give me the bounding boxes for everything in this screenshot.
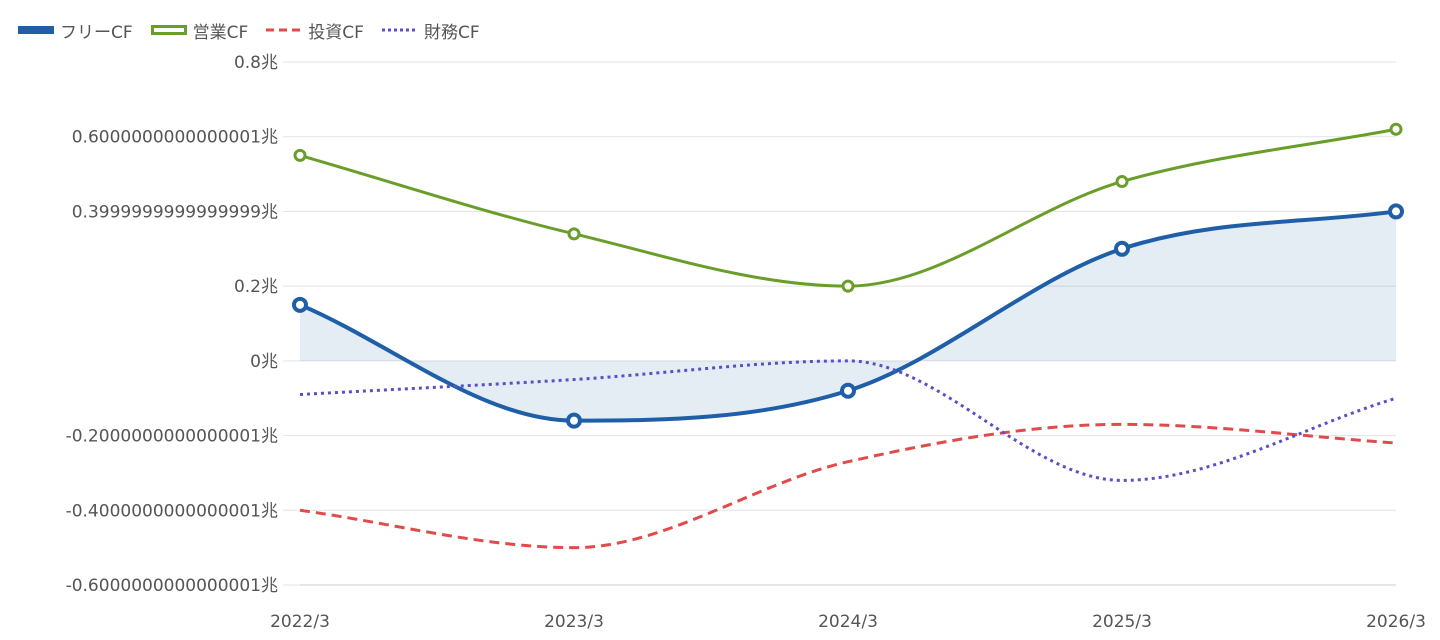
legend-label-operating-cf: 営業CF [192, 22, 249, 43]
y-tick-label: 0.3999999999999999兆 [72, 202, 278, 222]
legend-label-investing-cf: 投資CF [308, 22, 364, 43]
y-tick-label: -0.4000000000000001兆 [66, 501, 278, 521]
series-point-0-2 [840, 382, 856, 399]
x-tick-label: 2025/3 [1092, 612, 1152, 632]
y-axis-ticks: 0.8兆 0.6000000000000001兆 0.399999999999999… [66, 53, 278, 596]
series-line-2 [299, 422, 1397, 550]
legend-label-free-cf: フリーCF [60, 22, 133, 43]
x-tick-label: 2022/3 [270, 612, 330, 632]
legend-label-financing-cf: 財務CF [423, 22, 480, 43]
legend-swatch-free-cf [18, 26, 54, 34]
series-point-0-1 [566, 412, 582, 429]
legend-item-financing-cf[interactable]: 財務CF [381, 18, 480, 43]
series-point-1-4 [1389, 122, 1403, 136]
series-area-0 [300, 211, 1396, 421]
y-tick-label: 0.8兆 [234, 53, 278, 73]
area-layer [300, 211, 1396, 421]
y-tick-label: 0兆 [250, 352, 278, 372]
x-tick-label: 2024/3 [818, 612, 878, 632]
series-point-1-0 [293, 148, 307, 162]
legend-swatch-investing-cf [266, 28, 303, 32]
x-tick-label: 2026/3 [1366, 612, 1426, 632]
chart-legend: フリーCF 営業CF 投資CF 財務CF [18, 18, 498, 43]
series-point-1-3 [1115, 175, 1129, 189]
legend-swatch-financing-cf [381, 28, 418, 32]
y-tick-label: -0.6000000000000001兆 [66, 576, 278, 596]
legend-item-operating-cf[interactable]: 営業CF [150, 18, 249, 43]
y-tick-label: -0.2000000000000001兆 [66, 427, 278, 447]
y-tick-label: 0.6000000000000001兆 [72, 128, 278, 148]
legend-item-investing-cf[interactable]: 投資CF [266, 18, 364, 43]
series-point-1-2 [841, 279, 855, 293]
legend-item-free-cf[interactable]: フリーCF [18, 18, 133, 43]
series-point-0-4 [1388, 203, 1404, 220]
x-axis-ticks: 2022/3 2023/3 2024/3 2025/3 2026/3 [270, 612, 1426, 632]
series-point-0-3 [1114, 240, 1130, 257]
series-point-1-1 [567, 227, 581, 241]
legend-swatch-operating-cf [150, 25, 187, 35]
marker-layer [292, 122, 1404, 429]
series-point-0-0 [292, 296, 308, 313]
series-line-3 [299, 359, 1397, 482]
x-tick-label: 2023/3 [544, 612, 604, 632]
y-tick-label: 0.2兆 [234, 277, 278, 297]
